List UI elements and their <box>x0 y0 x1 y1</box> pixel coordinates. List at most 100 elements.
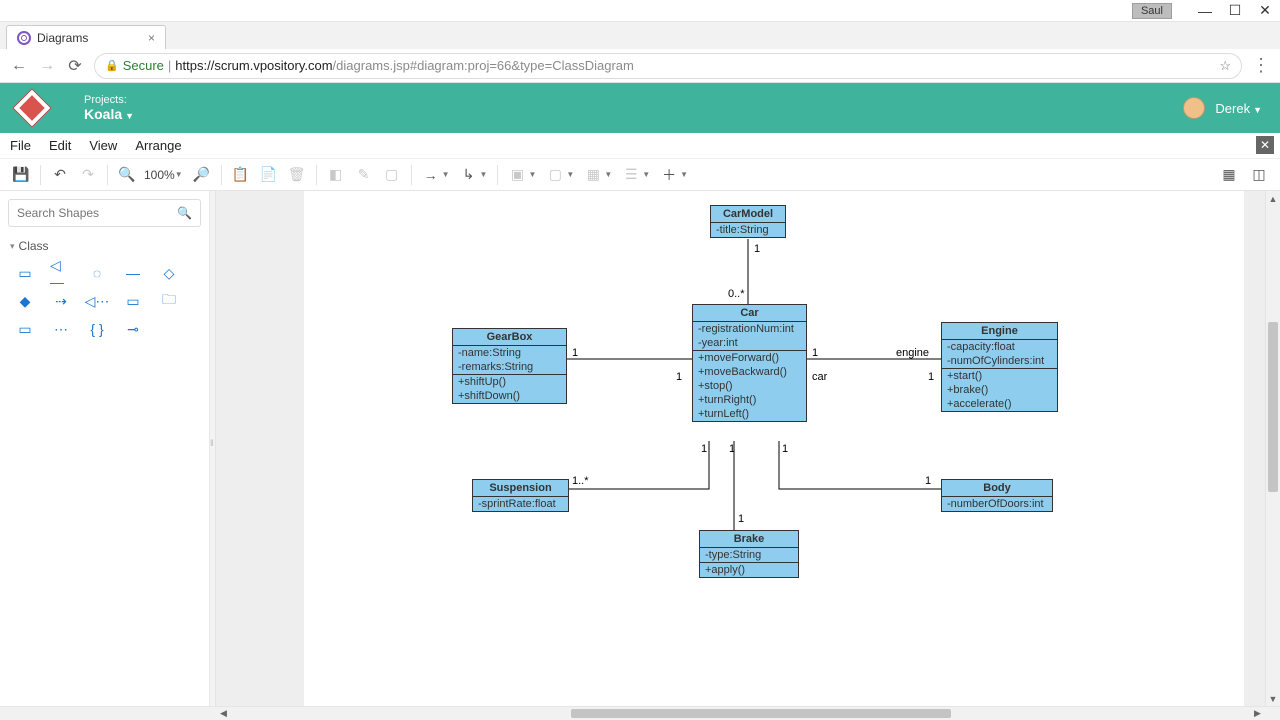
shape-note-link[interactable]: ⋯ <box>50 321 72 337</box>
bookmark-star-icon[interactable]: ☆ <box>1219 58 1231 74</box>
zoom-level[interactable]: 100% <box>142 168 177 182</box>
class-engine[interactable]: Engine -capacity:float -numOfCylinders:i… <box>941 322 1058 412</box>
scroll-thumb[interactable] <box>571 709 951 718</box>
chevron-down-icon[interactable]: ▼ <box>680 170 688 179</box>
align-icon[interactable]: ▦ <box>580 163 606 187</box>
menu-edit[interactable]: Edit <box>49 138 71 153</box>
chevron-down-icon[interactable]: ▼ <box>642 170 650 179</box>
shape-lollipop[interactable]: ⊸ <box>122 321 144 337</box>
nav-reload-button[interactable]: ⟳ <box>66 56 84 76</box>
shape-association[interactable]: — <box>122 265 144 281</box>
shape-note[interactable]: ▭ <box>14 321 36 337</box>
chevron-down-icon[interactable]: ▼ <box>566 170 574 179</box>
app-logo[interactable] <box>12 88 52 128</box>
window-close-button[interactable]: ✕ <box>1250 2 1280 19</box>
avatar[interactable] <box>1183 97 1205 119</box>
project-selector[interactable]: Projects: Koala▼ <box>84 94 134 122</box>
shape-search[interactable]: 🔍 <box>8 199 201 227</box>
shape-aggregation[interactable]: ◇ <box>158 265 180 281</box>
vertical-scrollbar[interactable]: ▲ ▼ <box>1265 191 1280 706</box>
chevron-down-icon[interactable]: ▼ <box>528 170 536 179</box>
user-menu[interactable]: Derek▼ <box>1215 101 1262 116</box>
shape-dependency[interactable]: ⇢ <box>50 293 72 309</box>
copy-icon[interactable]: 📋 <box>228 163 254 187</box>
shape-generalization[interactable]: ◁— <box>50 265 72 281</box>
window-minimize-button[interactable]: — <box>1190 3 1220 19</box>
class-name: Car <box>693 305 806 322</box>
chevron-down-icon: ▼ <box>1253 105 1262 115</box>
app-menubar: File Edit View Arrange ✕ <box>0 133 1280 159</box>
chevron-down-icon[interactable]: ▼ <box>175 170 183 179</box>
url-host: https://scrum.vpository.com <box>175 58 332 73</box>
canvas-viewport[interactable]: 1 0..* 1 1 1 1 car engine 1 1..* 1 1 1 1… <box>216 191 1265 706</box>
nav-back-button[interactable]: ← <box>10 57 28 75</box>
tab-close-icon[interactable]: × <box>148 31 155 45</box>
search-input[interactable] <box>17 206 177 220</box>
scroll-right-icon[interactable]: ▶ <box>1250 707 1265 720</box>
chevron-down-icon[interactable]: ▼ <box>480 170 488 179</box>
zoom-out-icon[interactable]: 🔍 <box>114 163 140 187</box>
distribute-icon[interactable]: ☰ <box>618 163 644 187</box>
shadow-icon[interactable]: ▢ <box>379 163 405 187</box>
shape-realization[interactable]: ◁⋯ <box>86 293 108 309</box>
tofront-icon[interactable]: ▣ <box>504 163 530 187</box>
browser-menu-button[interactable]: ⋮ <box>1252 55 1270 76</box>
omnibox[interactable]: 🔒Secure | https://scrum.vpository.com/di… <box>94 53 1242 79</box>
shape-package[interactable]: ▭ <box>122 293 144 309</box>
shape-interface[interactable]: ◌ <box>86 265 108 281</box>
scroll-left-icon[interactable]: ◀ <box>216 707 231 720</box>
delete-icon[interactable]: 🗑 <box>284 163 310 187</box>
shape-folder[interactable]: 🗀 <box>158 293 180 309</box>
user-name-label: Derek <box>1215 101 1250 116</box>
class-op: +accelerate() <box>942 397 1057 411</box>
shape-class[interactable]: ▭ <box>14 265 36 281</box>
class-carmodel[interactable]: CarModel -title:String <box>710 205 786 238</box>
palette-section-header[interactable]: Class <box>0 235 209 257</box>
save-icon[interactable]: 💾 <box>8 163 34 187</box>
shape-composition[interactable]: ◆ <box>14 293 36 309</box>
menu-file[interactable]: File <box>10 138 31 153</box>
scroll-track[interactable] <box>231 707 1250 720</box>
format-toggle-icon[interactable]: ◫ <box>1246 163 1272 187</box>
scroll-up-icon[interactable]: ▲ <box>1266 191 1280 206</box>
connector-icon[interactable]: → <box>418 163 444 187</box>
horizontal-scrollbar[interactable]: ◀ ▶ <box>0 706 1280 720</box>
class-car[interactable]: Car -registrationNum:int -year:int +move… <box>692 304 807 422</box>
shape-constraint[interactable]: { } <box>86 321 108 337</box>
scroll-down-icon[interactable]: ▼ <box>1266 691 1280 706</box>
class-attr: -type:String <box>700 548 798 562</box>
secure-label: Secure <box>123 58 164 73</box>
fill-icon[interactable]: ◧ <box>323 163 349 187</box>
class-gearbox[interactable]: GearBox -name:String -remarks:String +sh… <box>452 328 567 404</box>
undo-icon[interactable]: ↶ <box>47 163 73 187</box>
redo-icon[interactable]: ↷ <box>75 163 101 187</box>
paste-icon[interactable]: 📄 <box>256 163 282 187</box>
waypoint-icon[interactable]: ↳ <box>456 163 482 187</box>
class-op: +moveBackward() <box>693 365 806 379</box>
close-panel-button[interactable]: ✕ <box>1256 136 1274 154</box>
chevron-down-icon[interactable]: ▼ <box>604 170 612 179</box>
search-icon[interactable]: 🔍 <box>177 206 192 220</box>
scroll-track[interactable] <box>1266 206 1280 691</box>
toback-icon[interactable]: ▢ <box>542 163 568 187</box>
add-icon[interactable]: ＋ <box>656 163 682 187</box>
browser-tab[interactable]: Diagrams × <box>6 25 166 49</box>
class-body[interactable]: Body -numberOfDoors:int <box>941 479 1053 512</box>
nav-forward-button[interactable]: → <box>38 57 56 75</box>
class-suspension[interactable]: Suspension -sprintRate:float <box>472 479 569 512</box>
class-name: Brake <box>700 531 798 548</box>
class-name: GearBox <box>453 329 566 346</box>
window-maximize-button[interactable]: ☐ <box>1220 2 1250 19</box>
scroll-thumb[interactable] <box>1268 322 1278 492</box>
edge-label: 1 <box>928 371 934 383</box>
class-brake[interactable]: Brake -type:String +apply() <box>699 530 799 578</box>
menu-arrange[interactable]: Arrange <box>135 138 181 153</box>
stroke-icon[interactable]: ✎ <box>351 163 377 187</box>
chevron-down-icon[interactable]: ▼ <box>442 170 450 179</box>
diagram-canvas[interactable]: 1 0..* 1 1 1 1 car engine 1 1..* 1 1 1 1… <box>304 191 1244 706</box>
outline-toggle-icon[interactable]: ▦ <box>1216 163 1242 187</box>
edge-label: 0..* <box>728 288 745 300</box>
class-name: Body <box>942 480 1052 497</box>
menu-view[interactable]: View <box>89 138 117 153</box>
zoom-in-icon[interactable]: 🔎 <box>189 163 215 187</box>
